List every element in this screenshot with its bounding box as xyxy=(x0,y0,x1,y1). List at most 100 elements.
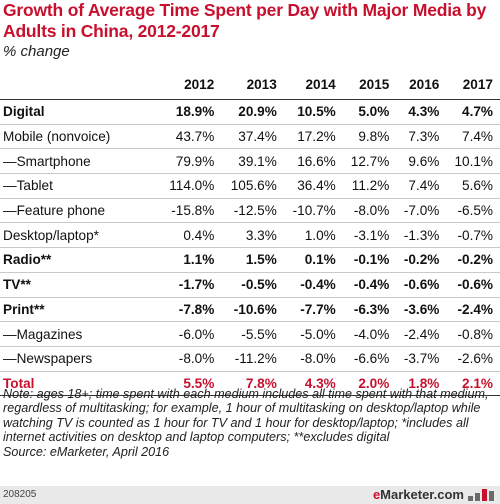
chart-id: 208205 xyxy=(3,489,37,500)
cell-value: -12.5% xyxy=(221,198,284,224)
table-row: TV** -1.7% -0.5% -0.4% -0.4% -0.6% -0.6% xyxy=(0,272,500,298)
table-body: Digital 18.9% 20.9% 10.5% 5.0% 4.3% 4.7% Mobile… xyxy=(0,99,500,397)
table-row: Print** -7.8% -10.6% -7.7% -6.3% -3.6% -2.4% xyxy=(0,297,500,323)
cell-value: 1.1% xyxy=(160,247,222,273)
cell-value: -1.3% xyxy=(396,222,447,249)
cell-value: 20.9% xyxy=(221,99,284,125)
cell-value: 7.3% xyxy=(396,124,447,150)
row-label: —Newspapers xyxy=(0,346,160,372)
cell-value: -3.7% xyxy=(396,346,447,372)
brand-rest: Marketer.com xyxy=(380,487,464,502)
cell-value: 114.0% xyxy=(160,173,222,199)
cell-value: 18.9% xyxy=(160,99,222,125)
table-row: —Magazines -6.0% -5.5% -5.0% -4.0% -2.4% -0.8% xyxy=(0,321,500,347)
cell-value: 79.9% xyxy=(160,148,222,175)
cell-value: -5.0% xyxy=(283,321,343,347)
cell-value: -2.4% xyxy=(446,297,500,323)
cell-value: 10.5% xyxy=(283,99,343,125)
cell-value: -6.5% xyxy=(446,198,500,224)
footer-bar: 208205 eMarketer.com xyxy=(0,486,500,504)
cell-value: -7.8% xyxy=(160,297,222,323)
cell-value: -3.6% xyxy=(396,297,447,323)
row-label: —Feature phone xyxy=(0,198,160,224)
cell-value: -0.7% xyxy=(446,222,500,249)
cell-value: 1.0% xyxy=(283,222,343,249)
cell-value: -15.8% xyxy=(160,198,222,224)
cell-value: -1.7% xyxy=(160,272,222,298)
cell-value: 39.1% xyxy=(221,148,284,175)
cell-value: 4.3% xyxy=(396,99,447,125)
chart-subtitle: % change xyxy=(3,43,70,60)
cell-value: 1.8% xyxy=(396,371,447,397)
cell-value: 3.3% xyxy=(221,222,284,249)
cell-value: 7.4% xyxy=(396,173,447,199)
row-label: —Smartphone xyxy=(0,148,160,175)
cell-value: -3.1% xyxy=(342,222,397,249)
row-label: Digital xyxy=(0,99,160,125)
table-row: Desktop/laptop* 0.4% 3.3% 1.0% -3.1% -1.3% -0.… xyxy=(0,222,500,249)
chart-note: Note: ages 18+; time spent with each med… xyxy=(3,387,497,459)
cell-value: 36.4% xyxy=(283,173,343,199)
table-row: Mobile (nonvoice) 43.7% 37.4% 17.2% 9.8% 7.3%… xyxy=(0,124,500,150)
cell-value: 0.4% xyxy=(160,222,222,249)
cell-value: 11.2% xyxy=(342,173,397,199)
cell-value: 7.8% xyxy=(221,371,284,397)
note-text: Note: ages 18+; time spent with each med… xyxy=(3,387,489,445)
cell-value: -6.0% xyxy=(160,321,222,347)
cell-value: -0.2% xyxy=(446,247,500,273)
cell-value: 0.1% xyxy=(283,247,343,273)
cell-value: -2.6% xyxy=(446,346,500,372)
table-row: —Tablet 114.0% 105.6% 36.4% 11.2% 7.4% 5.6% xyxy=(0,173,500,199)
cell-value: -0.5% xyxy=(221,272,284,298)
brand-e: e xyxy=(372,487,381,502)
row-label: —Tablet xyxy=(0,173,160,199)
header-cell-year: 2017 xyxy=(446,69,500,100)
cell-value: -10.7% xyxy=(283,198,343,224)
cell-value: 7.4% xyxy=(446,124,500,150)
row-label: Radio** xyxy=(0,247,160,273)
cell-value: -11.2% xyxy=(221,346,284,372)
cell-value: -0.8% xyxy=(446,321,500,347)
cell-value: -8.0% xyxy=(283,346,343,372)
table-row: Digital 18.9% 20.9% 10.5% 5.0% 4.3% 4.7% xyxy=(0,99,500,125)
cell-value: -5.5% xyxy=(221,321,284,347)
cell-value: -0.6% xyxy=(446,272,500,298)
cell-value: 1.5% xyxy=(221,247,284,273)
cell-value: -7.7% xyxy=(283,297,343,323)
cell-value: -0.4% xyxy=(283,272,343,298)
cell-value: -8.0% xyxy=(342,198,397,224)
cell-value: 2.0% xyxy=(342,371,397,397)
cell-value: 12.7% xyxy=(342,148,397,175)
table-row: —Newspapers -8.0% -11.2% -8.0% -6.6% -3.7% -2.… xyxy=(0,346,500,372)
row-label: Print** xyxy=(0,297,160,323)
cell-value: -6.3% xyxy=(342,297,397,323)
brand-bars-icon xyxy=(468,489,494,501)
header-cell-year: 2016 xyxy=(396,69,447,100)
data-table: 2012 2013 2014 2015 2016 2017 Digital 18.9% 20.… xyxy=(0,69,500,397)
source-text: Source: eMarketer, April 2016 xyxy=(3,444,170,459)
header-cell-label xyxy=(0,69,160,100)
cell-value: -10.6% xyxy=(221,297,284,323)
cell-value: 4.3% xyxy=(283,371,343,397)
cell-value: 105.6% xyxy=(221,173,284,199)
cell-value: 37.4% xyxy=(221,124,284,150)
cell-value: 17.2% xyxy=(283,124,343,150)
cell-value: -7.0% xyxy=(396,198,447,224)
cell-value: 5.6% xyxy=(446,173,500,199)
cell-value: 4.7% xyxy=(446,99,500,125)
header-cell-year: 2014 xyxy=(283,69,343,100)
table-row: Radio** 1.1% 1.5% 0.1% -0.1% -0.2% -0.2% xyxy=(0,247,500,273)
row-label: Total xyxy=(0,371,160,397)
table-header-row: 2012 2013 2014 2015 2016 2017 xyxy=(0,69,500,100)
table-row: —Feature phone -15.8% -12.5% -10.7% -8.0% -7.… xyxy=(0,198,500,224)
cell-value: -8.0% xyxy=(160,346,222,372)
header-cell-year: 2013 xyxy=(221,69,284,100)
cell-value: -6.6% xyxy=(342,346,397,372)
header-cell-year: 2012 xyxy=(160,69,222,100)
brand-logo-text: eMarketer.com xyxy=(373,487,464,502)
cell-value: -0.4% xyxy=(342,272,397,298)
row-label: Desktop/laptop* xyxy=(0,222,160,249)
cell-value: -2.4% xyxy=(396,321,447,347)
row-label: Mobile (nonvoice) xyxy=(0,124,160,150)
cell-value: 5.5% xyxy=(160,371,222,397)
